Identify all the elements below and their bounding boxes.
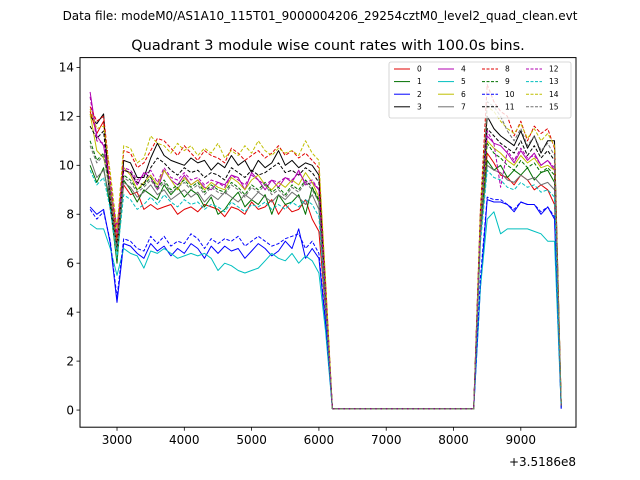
legend-label-12: 12 bbox=[549, 65, 559, 74]
series-line-11 bbox=[89, 125, 562, 410]
y-tick-label: 0 bbox=[66, 403, 74, 417]
x-tick-label: 3000 bbox=[102, 433, 133, 447]
series-line-0 bbox=[89, 111, 562, 410]
x-tick-label: 5000 bbox=[236, 433, 267, 447]
series-line-8 bbox=[89, 84, 562, 410]
legend-label-4: 4 bbox=[461, 65, 466, 74]
x-tick-label: 4000 bbox=[169, 433, 200, 447]
x-tick-label: 7000 bbox=[371, 433, 402, 447]
legend-label-9: 9 bbox=[505, 77, 510, 86]
legend-label-11: 11 bbox=[505, 102, 515, 111]
series-line-15 bbox=[89, 101, 562, 410]
legend-label-1: 1 bbox=[417, 77, 422, 86]
x-tick-label: 8000 bbox=[438, 433, 469, 447]
x-tick-label: 9000 bbox=[506, 433, 537, 447]
legend-label-0: 0 bbox=[417, 65, 422, 74]
legend-label-15: 15 bbox=[549, 102, 559, 111]
y-axis: 0 2 4 6 8 10 12 14 bbox=[59, 61, 80, 417]
series-line-12 bbox=[89, 96, 562, 410]
data-file-caption: Data file: modeM0/AS1A10_115T01_90000042… bbox=[63, 9, 578, 23]
y-tick-label: 6 bbox=[66, 257, 74, 271]
legend-label-3: 3 bbox=[417, 102, 422, 111]
series-line-10 bbox=[89, 196, 562, 410]
series-line-5 bbox=[89, 211, 562, 410]
y-tick-label: 8 bbox=[66, 208, 74, 222]
plot-frame bbox=[79, 57, 577, 428]
y-tick-label: 12 bbox=[59, 110, 74, 124]
y-tick-label: 10 bbox=[59, 159, 74, 173]
legend-frame bbox=[388, 61, 572, 119]
x-offset-label: +3.5186e8 bbox=[509, 455, 576, 469]
legend-label-7: 7 bbox=[461, 102, 466, 111]
legend-label-13: 13 bbox=[549, 77, 559, 86]
series-line-13 bbox=[89, 169, 562, 410]
legend-label-2: 2 bbox=[417, 90, 422, 99]
chart-title: Quadrant 3 module wise count rates with … bbox=[131, 38, 525, 54]
legend-label-5: 5 bbox=[461, 77, 466, 86]
x-axis: 3000 4000 5000 6000 7000 8000 9000 bbox=[102, 427, 536, 447]
x-tick-label: 6000 bbox=[304, 433, 335, 447]
y-tick-label: 4 bbox=[66, 305, 74, 319]
legend-label-8: 8 bbox=[505, 65, 510, 74]
series-line-14 bbox=[89, 106, 562, 410]
legend-label-10: 10 bbox=[505, 90, 515, 99]
y-tick-label: 14 bbox=[59, 61, 74, 75]
legend-label-6: 6 bbox=[461, 90, 466, 99]
y-tick-label: 2 bbox=[66, 354, 74, 368]
series-line-2 bbox=[89, 199, 562, 410]
series-layer bbox=[89, 84, 562, 410]
legend-label-14: 14 bbox=[549, 90, 559, 99]
